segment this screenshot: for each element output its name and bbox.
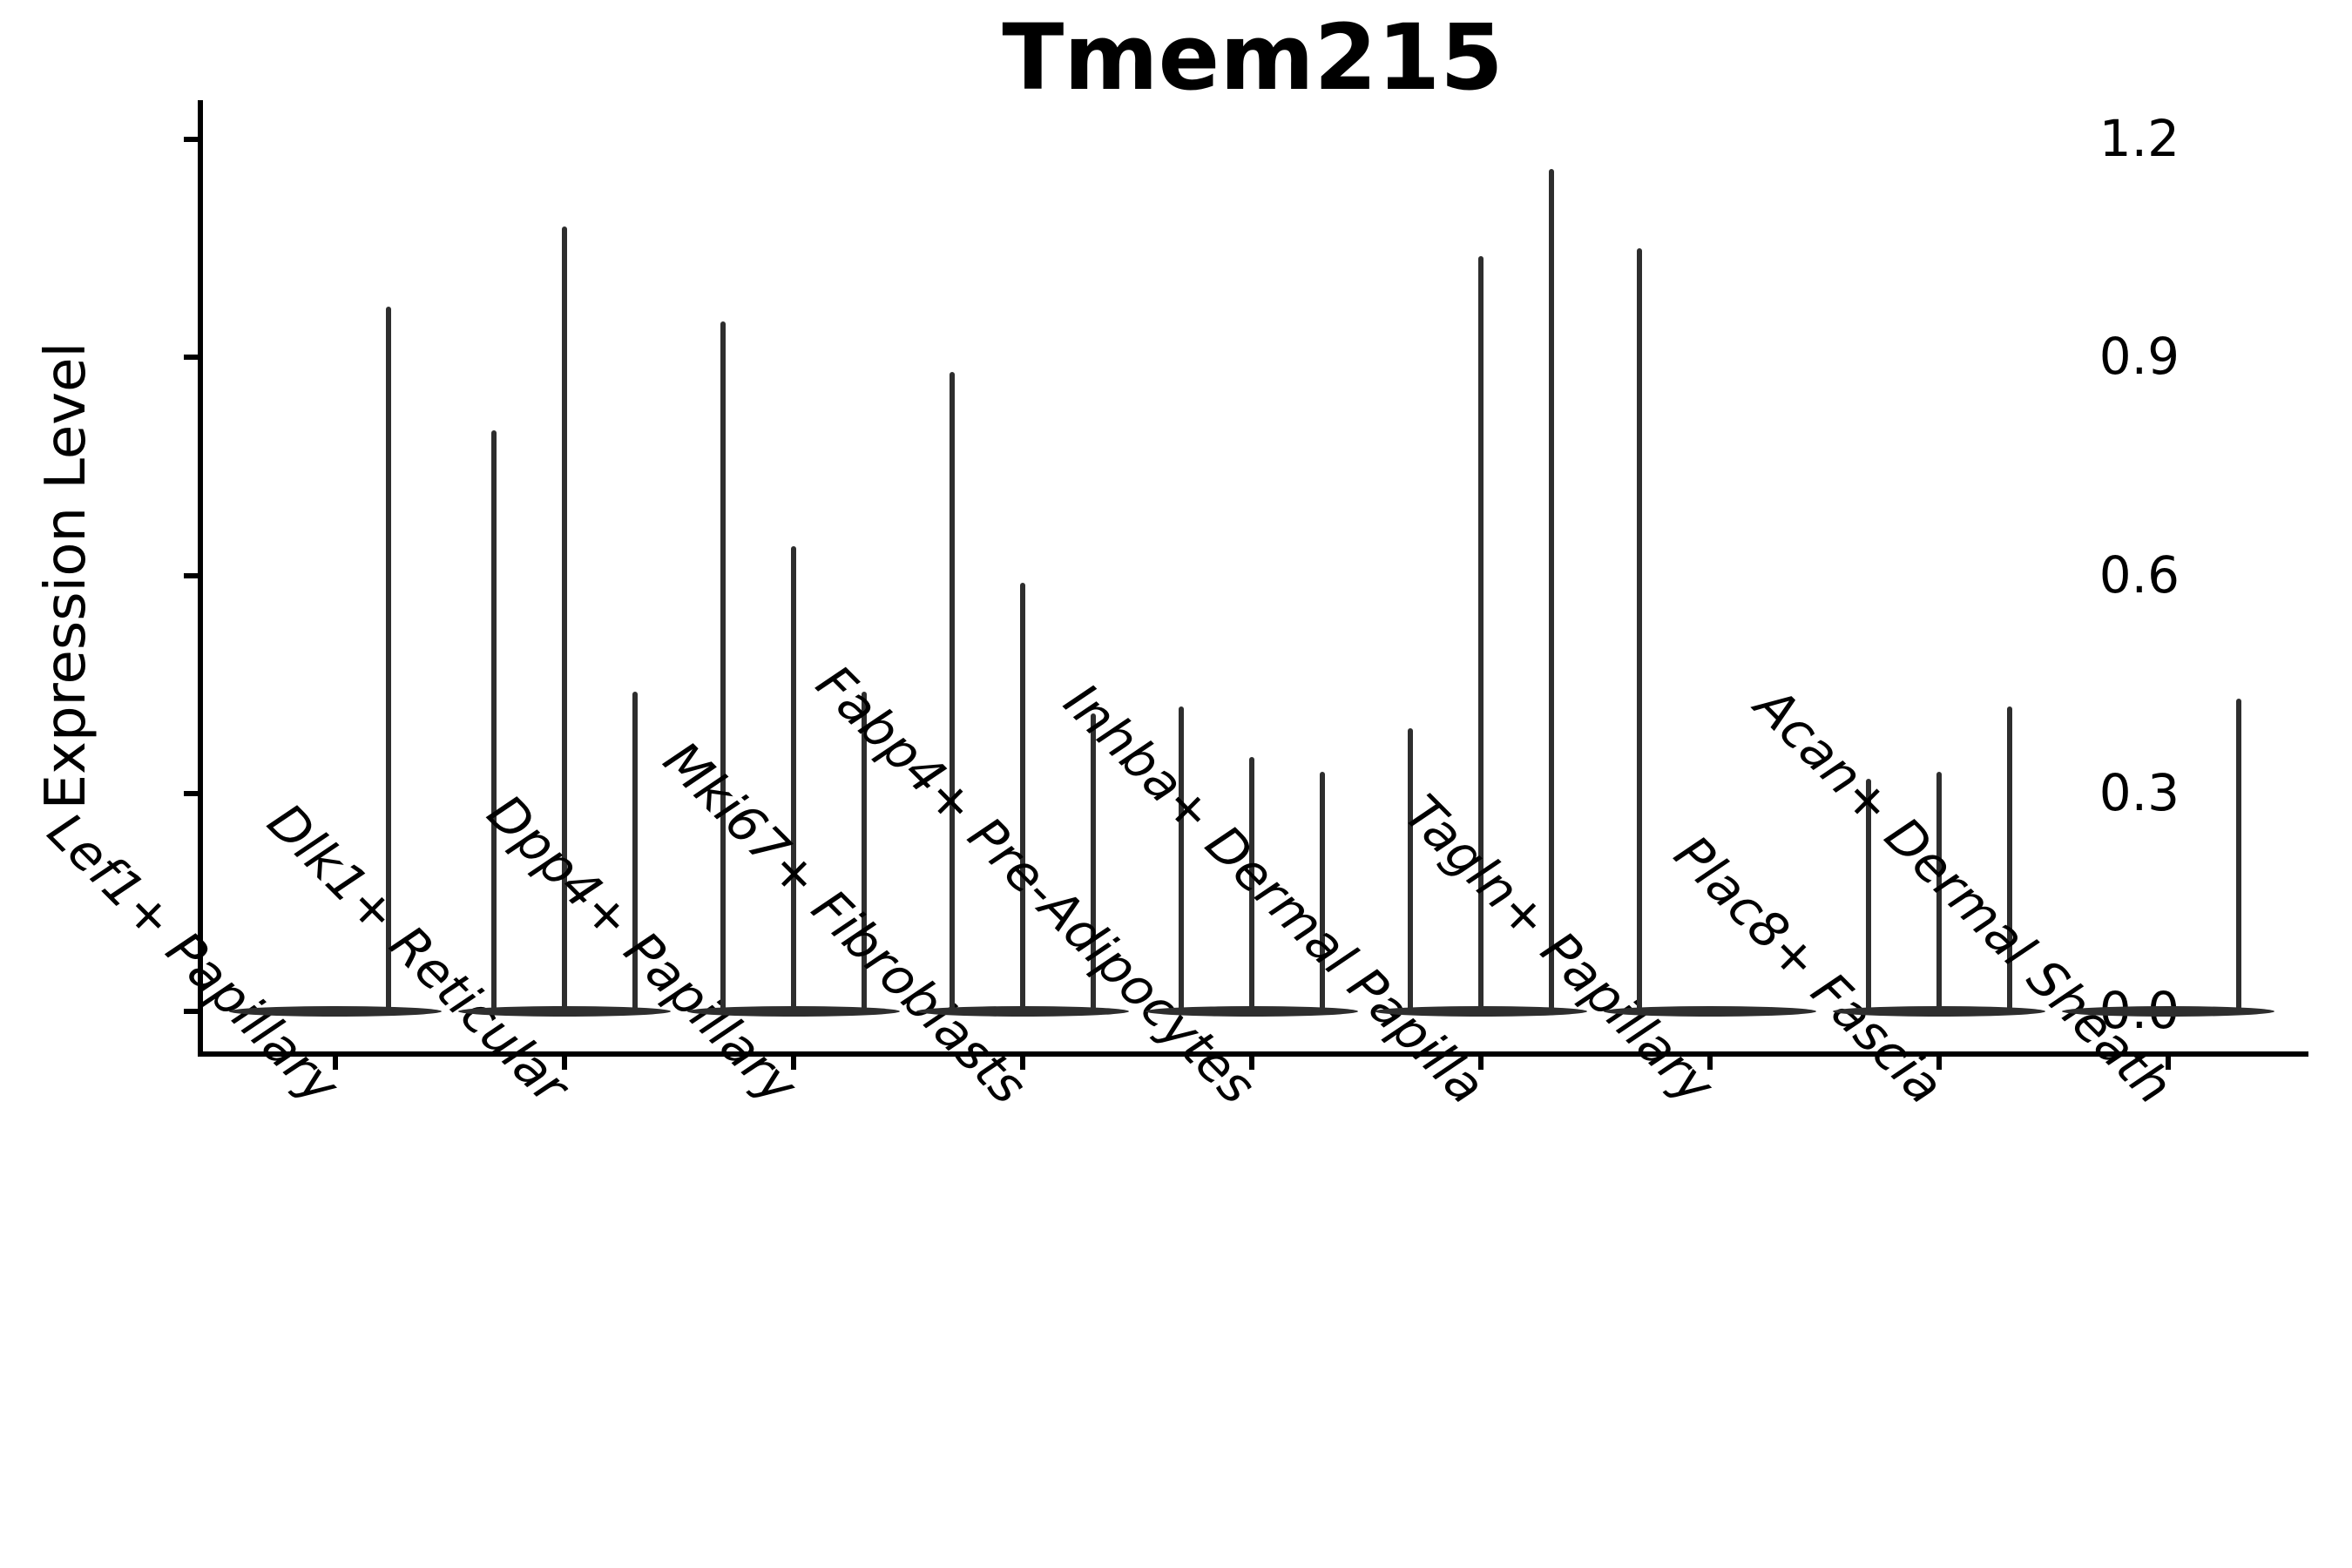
x-tick	[1249, 1054, 1254, 1070]
violin-spike	[1320, 771, 1326, 1011]
violin-base	[1375, 1006, 1587, 1017]
violin-spike	[862, 692, 868, 1011]
x-tick	[333, 1054, 338, 1070]
y-tick	[184, 1009, 198, 1014]
violin-spike	[386, 307, 391, 1011]
violin-spike	[562, 226, 567, 1011]
violin-base	[1146, 1006, 1358, 1017]
violin-spike	[1178, 706, 1184, 1011]
violin-spike	[1407, 727, 1413, 1011]
violin-base	[2062, 1006, 2274, 1017]
y-tick-label: 1.2	[2099, 109, 2180, 169]
violin-spike	[490, 429, 497, 1011]
x-tick	[2166, 1054, 2171, 1070]
violin-spike	[791, 546, 796, 1011]
violin-base	[229, 1006, 442, 1017]
y-tick	[184, 137, 198, 143]
x-tick-label: Inhba+ Dermal Papilla	[1052, 672, 1497, 1116]
x-tick	[1478, 1054, 1484, 1070]
violin-spike	[632, 692, 639, 1011]
violin-spike	[1478, 255, 1484, 1011]
violin-spike	[1936, 771, 1942, 1011]
y-tick	[184, 572, 198, 578]
y-axis-spine	[198, 100, 203, 1057]
x-tick	[1936, 1054, 1942, 1070]
y-tick	[184, 790, 198, 796]
violin-base	[687, 1006, 900, 1017]
y-axis-label: Expression Level	[34, 341, 98, 810]
x-tick	[1707, 1054, 1713, 1070]
violin-spike	[1249, 757, 1254, 1011]
chart-title: Tmem215	[1002, 4, 1504, 111]
x-tick-label: Acan+ Dermal Sheath	[1743, 675, 2184, 1116]
violin-spike	[949, 372, 955, 1011]
violin-spike	[1020, 582, 1025, 1011]
violin-spike	[1865, 779, 1871, 1011]
violin-base	[1604, 1006, 1816, 1017]
violin-base	[1833, 1006, 2045, 1017]
violin-spike	[1549, 168, 1555, 1011]
violin-base	[458, 1006, 671, 1017]
x-tick	[1020, 1054, 1025, 1070]
y-tick-label: 0.6	[2099, 544, 2180, 605]
violin-spike	[720, 321, 726, 1011]
violin-spike	[2007, 706, 2013, 1011]
violin-spike	[1091, 713, 1097, 1011]
y-tick	[184, 355, 198, 361]
violin-base	[916, 1006, 1129, 1017]
y-tick-label: 0.9	[2099, 327, 2180, 387]
x-tick	[562, 1054, 567, 1070]
x-tick	[791, 1054, 796, 1070]
y-tick-label: 0.3	[2099, 762, 2180, 822]
violin-spike	[1636, 248, 1642, 1011]
x-tick-label: Fabp4+ Pre-Adipocytes	[805, 653, 1267, 1116]
violin-spike	[2236, 699, 2242, 1011]
